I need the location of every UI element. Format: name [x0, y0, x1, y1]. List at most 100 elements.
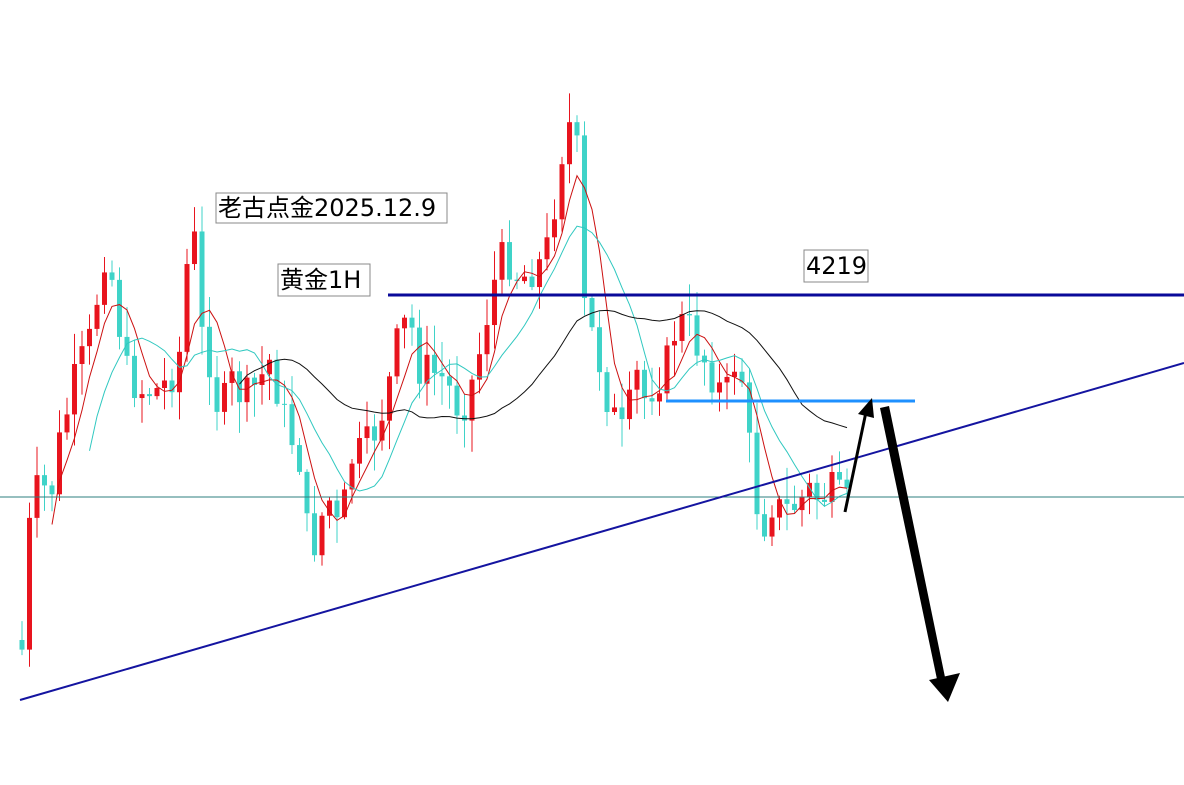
- candle-body: [379, 420, 385, 441]
- candle-body: [537, 259, 542, 288]
- candle-body: [657, 393, 662, 402]
- candle-body: [49, 485, 55, 495]
- candle-body: [762, 514, 767, 537]
- candle-body: [612, 407, 617, 413]
- candle-body: [544, 237, 550, 260]
- candle-body: [634, 369, 640, 390]
- candle-body: [619, 407, 625, 420]
- candle-body: [139, 394, 145, 399]
- candle-body: [72, 364, 77, 415]
- title: 老古点金2025.12.9: [218, 194, 436, 222]
- moving-averages: [51, 174, 848, 525]
- candle-body: [372, 426, 377, 441]
- candle-body: [19, 640, 25, 650]
- candle-body: [409, 317, 415, 328]
- candle-body: [177, 351, 182, 393]
- candle-body: [582, 135, 587, 299]
- candle-body: [574, 122, 580, 136]
- candle-body: [642, 369, 647, 399]
- candle-body: [837, 472, 842, 480]
- candle-body: [844, 479, 850, 488]
- trend-line: [19, 362, 1184, 701]
- candle-body: [402, 317, 407, 329]
- candle-body: [342, 489, 347, 518]
- arrow-up-head: [858, 398, 874, 418]
- candle-body: [417, 327, 422, 384]
- candle-body: [199, 231, 205, 327]
- candle-body: [289, 404, 295, 446]
- candle-body: [672, 340, 677, 346]
- candle-body: [109, 272, 115, 280]
- candle-body: [552, 219, 557, 238]
- candle-body: [462, 415, 467, 421]
- level-label: 4219: [806, 252, 867, 280]
- arrow-down-head: [929, 673, 960, 702]
- candle-body: [679, 314, 685, 341]
- candle-body: [222, 382, 227, 412]
- candle-body: [529, 276, 535, 288]
- candle-body: [312, 513, 317, 556]
- moving-average: [239, 309, 848, 429]
- candle-body: [42, 475, 47, 486]
- candle-body: [132, 355, 137, 399]
- arrow-up: [843, 411, 868, 513]
- candle-body: [597, 327, 602, 373]
- candle-body: [267, 359, 272, 375]
- candle-body: [792, 503, 797, 511]
- candle-body: [807, 482, 812, 497]
- candle-body: [207, 326, 212, 378]
- candle-body: [237, 371, 242, 403]
- candle-body: [424, 354, 430, 384]
- candle-body: [709, 362, 715, 393]
- candle-body: [829, 472, 835, 502]
- candle-body: [739, 371, 745, 383]
- candle-body: [349, 463, 355, 490]
- candle-body: [814, 482, 820, 500]
- candle-body: [649, 398, 655, 402]
- candle-body: [469, 379, 475, 421]
- candle-body: [57, 432, 62, 495]
- candle-body: [162, 380, 167, 389]
- candle-body: [559, 164, 565, 220]
- candle-body: [192, 231, 197, 265]
- candle-body: [184, 264, 190, 352]
- candle-body: [724, 376, 730, 383]
- candle-body: [169, 380, 175, 393]
- candle-body: [259, 374, 265, 385]
- candle-body: [522, 276, 527, 282]
- candle-body: [664, 345, 670, 394]
- candle-body: [334, 500, 340, 518]
- candle-body: [319, 515, 325, 556]
- candle-body: [364, 426, 370, 439]
- candle-body: [124, 336, 130, 356]
- candle-body: [687, 314, 692, 316]
- candle-body: [432, 354, 437, 373]
- candle-body: [694, 315, 700, 356]
- candle-body: [27, 517, 32, 650]
- candle-body: [514, 279, 520, 282]
- candle-body: [447, 376, 452, 386]
- moving-average: [51, 174, 848, 525]
- candle-body: [732, 371, 737, 377]
- candle-body: [747, 382, 752, 433]
- candle-body: [357, 438, 362, 464]
- candle-body: [102, 272, 107, 305]
- level-box: [803, 249, 869, 283]
- symbol: 黄金1H: [280, 266, 361, 294]
- candle-body: [567, 122, 572, 165]
- candle-body: [282, 403, 287, 405]
- candle-body: [777, 499, 782, 518]
- candle-body: [147, 394, 152, 397]
- candle-body: [627, 389, 632, 420]
- candle-body: [297, 445, 302, 472]
- candle-body: [702, 355, 707, 363]
- title-box: [215, 192, 448, 224]
- candle-body: [94, 304, 100, 329]
- candle-body: [274, 359, 280, 404]
- candle-body: [304, 471, 310, 514]
- candle-body: [79, 346, 85, 365]
- candle-body: [154, 388, 160, 397]
- candle-body: [87, 328, 92, 347]
